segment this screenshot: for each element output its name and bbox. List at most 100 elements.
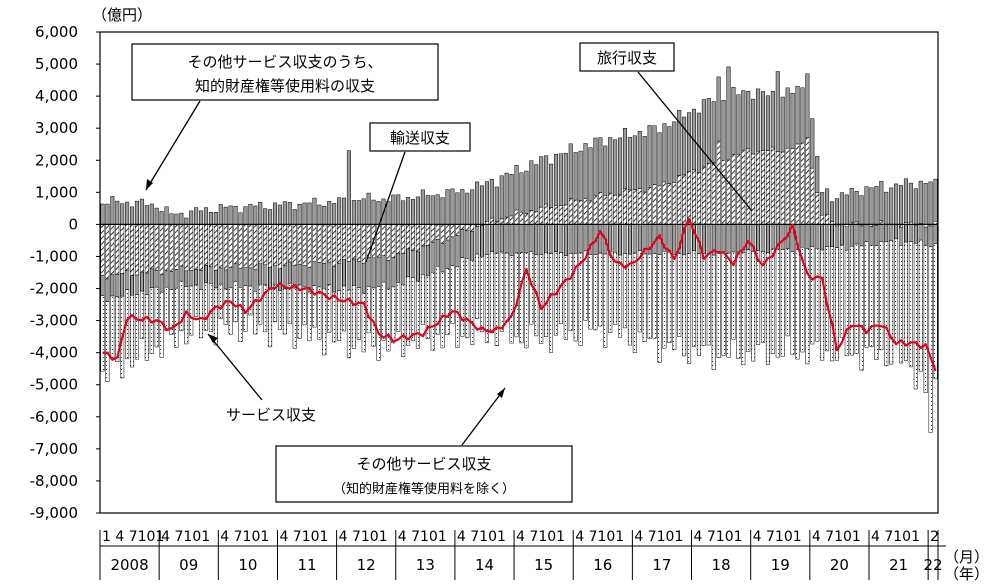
x-year-label: 16 (593, 556, 612, 574)
bar-transport (884, 224, 889, 243)
bar-travel (519, 211, 524, 225)
bar-transport (810, 224, 815, 248)
y-tick-label: -1,000 (30, 247, 78, 265)
bar-travel (667, 183, 672, 225)
bar-ip (889, 187, 894, 225)
bar-other (292, 287, 297, 349)
bar-transport (144, 272, 149, 295)
bar-other (268, 287, 273, 348)
bar-travel (711, 161, 716, 225)
x-year-label: 18 (712, 556, 731, 574)
bar-travel (514, 209, 519, 225)
bar-transport (519, 224, 524, 253)
bar-travel (825, 213, 830, 225)
bar-ip (233, 206, 238, 225)
bar-other (864, 241, 869, 348)
bar-transport (386, 260, 391, 290)
bar-ip (810, 118, 815, 169)
annotation-ip: その他サービス収支のうち、 知的財産権等使用料の収支 (131, 43, 439, 191)
bar-ip (815, 156, 820, 193)
bar-ip (928, 181, 933, 225)
bar-travel (248, 224, 253, 269)
bar-transport (800, 224, 805, 248)
bar-transport (366, 257, 371, 287)
bar-transport (874, 225, 879, 247)
bar-ip (820, 192, 825, 216)
bar-other (396, 282, 401, 332)
bars-group (100, 66, 938, 433)
bar-transport (765, 224, 770, 254)
bar-other (854, 243, 859, 354)
bar-travel (652, 184, 657, 225)
bar-other (213, 287, 218, 346)
bar-ip (785, 87, 790, 149)
bar-ip (534, 164, 539, 213)
bar-other (263, 284, 268, 333)
bar-other (134, 294, 139, 360)
x-month-label: 4 7101 (575, 529, 624, 545)
bar-transport (253, 269, 258, 292)
bar-travel (287, 224, 292, 263)
bar-transport (889, 224, 894, 241)
bar-other (677, 252, 682, 337)
x-month-label: 4 7101 (516, 529, 565, 545)
bar-travel (199, 224, 204, 271)
annotation-services-arrow (207, 333, 263, 401)
bar-transport (115, 274, 120, 298)
bar-ip (657, 132, 662, 187)
bar-transport (879, 224, 884, 242)
bar-travel (691, 169, 697, 225)
bar-other (386, 288, 391, 352)
bar-other (696, 253, 701, 356)
bar-transport (312, 261, 317, 286)
bar-transport (341, 259, 347, 287)
bar-transport (361, 262, 366, 294)
bar-travel (144, 224, 149, 274)
y-axis: 6,000 5,000 4,000 3,000 2,000 1,000 0 -1,000 -2,… (30, 23, 100, 522)
bar-transport (302, 265, 307, 287)
bar-ip (238, 212, 243, 225)
bar-other (248, 285, 253, 316)
bar-other (701, 253, 706, 346)
bar-travel (445, 224, 450, 241)
bar-other (642, 253, 647, 342)
bar-ip (376, 201, 381, 225)
bar-ip (933, 178, 938, 222)
bar-ip (297, 204, 302, 225)
bar-other (908, 241, 913, 368)
bar-transport (425, 245, 430, 277)
bar-ip (243, 206, 248, 225)
bar-ip (509, 174, 514, 217)
bar-travel (263, 224, 268, 266)
bar-ip (726, 66, 731, 161)
bar-transport (440, 243, 445, 273)
bar-other (282, 288, 287, 335)
bar-transport (859, 225, 864, 247)
bar-travel (401, 224, 406, 254)
bar-travel (164, 224, 169, 272)
bar-other (356, 287, 361, 340)
bar-travel (120, 224, 125, 274)
bar-transport (637, 224, 642, 252)
bar-transport (465, 230, 470, 259)
bar-other (287, 283, 292, 325)
bar-other (406, 276, 411, 346)
bar-other (494, 252, 499, 346)
bar-transport (815, 224, 820, 249)
bar-ip (475, 181, 480, 225)
bar-travel (785, 147, 790, 225)
bar-other (613, 251, 618, 325)
bar-travel (110, 224, 115, 275)
bar-other (662, 251, 667, 349)
bar-transport (337, 262, 342, 291)
bar-other (918, 239, 923, 372)
bar-other (450, 265, 455, 324)
y-tick-label: -7,000 (30, 440, 78, 458)
bar-ip (553, 153, 559, 206)
bar-transport (499, 224, 504, 253)
bar-ip (287, 202, 292, 225)
x-year-label: 13 (416, 556, 435, 574)
bar-travel (534, 211, 539, 225)
bar-transport (829, 224, 835, 248)
bar-ip (563, 152, 568, 206)
